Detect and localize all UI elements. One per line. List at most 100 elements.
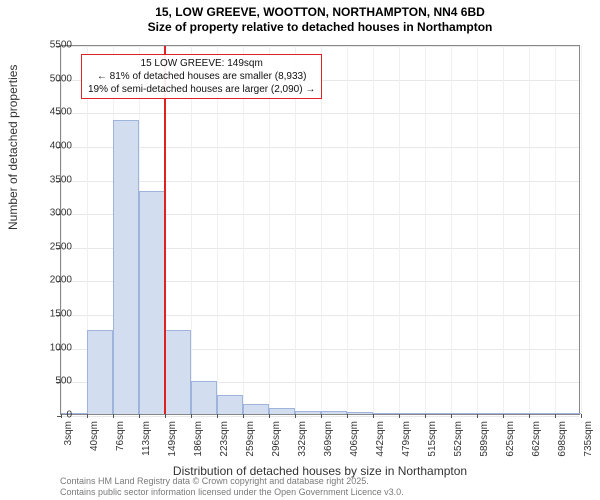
x-tick-label: 698sqm — [557, 421, 568, 457]
gridline-v — [477, 46, 478, 414]
footer-line-1: Contains HM Land Registry data © Crown c… — [60, 476, 404, 487]
histogram-bar — [87, 330, 113, 414]
histogram-bar — [217, 395, 243, 414]
y-tick-label: 0 — [32, 410, 72, 421]
x-tick-label: 40sqm — [89, 421, 100, 451]
histogram-bar — [139, 191, 165, 414]
gridline-v — [295, 46, 296, 414]
histogram-bar — [295, 411, 321, 414]
x-tick-label: 223sqm — [219, 421, 230, 457]
chart-title: 15, LOW GREEVE, WOOTTON, NORTHAMPTON, NN… — [60, 5, 580, 35]
x-tick-label: 589sqm — [479, 421, 490, 457]
x-tick-mark — [477, 414, 478, 418]
x-tick-mark — [217, 414, 218, 418]
annotation-line-1: ← 81% of detached houses are smaller (8,… — [88, 70, 315, 83]
histogram-bar — [321, 411, 347, 414]
x-tick-label: 735sqm — [583, 421, 594, 457]
y-tick-label: 1500 — [32, 309, 72, 320]
y-tick-label: 3500 — [32, 174, 72, 185]
x-tick-label: 625sqm — [505, 421, 516, 457]
histogram-bar — [165, 330, 191, 414]
y-tick-label: 5500 — [32, 40, 72, 51]
x-tick-mark — [191, 414, 192, 418]
histogram-bar — [477, 413, 503, 414]
x-tick-label: 3sqm — [63, 421, 74, 445]
x-tick-label: 479sqm — [401, 421, 412, 457]
title-line-1: 15, LOW GREEVE, WOOTTON, NORTHAMPTON, NN… — [60, 5, 580, 20]
x-tick-mark — [321, 414, 322, 418]
histogram-bar — [451, 413, 477, 414]
x-tick-mark — [139, 414, 140, 418]
y-tick-label: 1000 — [32, 342, 72, 353]
histogram-bar — [399, 413, 425, 414]
x-tick-label: 113sqm — [141, 421, 152, 456]
x-tick-label: 296sqm — [271, 421, 282, 457]
y-tick-label: 4500 — [32, 107, 72, 118]
histogram-bar — [425, 413, 451, 414]
x-tick-label: 259sqm — [245, 421, 256, 457]
x-tick-mark — [529, 414, 530, 418]
y-tick-label: 500 — [32, 376, 72, 387]
annotation-title: 15 LOW GREEVE: 149sqm — [88, 57, 315, 70]
gridline-v — [191, 46, 192, 414]
gridline-v — [555, 46, 556, 414]
histogram-bar — [555, 413, 581, 414]
gridline-v — [503, 46, 504, 414]
x-tick-mark — [555, 414, 556, 418]
x-tick-mark — [503, 414, 504, 418]
gridline-v — [61, 46, 62, 414]
x-tick-label: 186sqm — [193, 421, 204, 457]
x-tick-label: 662sqm — [531, 421, 542, 457]
x-tick-mark — [399, 414, 400, 418]
x-tick-mark — [269, 414, 270, 418]
plot-area: 15 LOW GREEVE: 149sqm← 81% of detached h… — [60, 45, 580, 415]
gridline-v — [399, 46, 400, 414]
x-tick-label: 369sqm — [323, 421, 334, 457]
histogram-bar — [503, 413, 529, 414]
gridline-v — [373, 46, 374, 414]
y-axis-label: Number of detached properties — [6, 65, 20, 230]
x-tick-label: 76sqm — [115, 421, 126, 451]
gridline-v — [243, 46, 244, 414]
x-tick-mark — [165, 414, 166, 418]
x-tick-mark — [373, 414, 374, 418]
footer-note: Contains HM Land Registry data © Crown c… — [60, 476, 404, 498]
x-tick-mark — [243, 414, 244, 418]
gridline-v — [529, 46, 530, 414]
subject-marker-line — [164, 46, 166, 414]
histogram-bar — [373, 413, 399, 414]
gridline-v — [321, 46, 322, 414]
x-tick-mark — [87, 414, 88, 418]
y-tick-label: 3000 — [32, 208, 72, 219]
histogram-bar — [191, 381, 217, 414]
x-tick-mark — [347, 414, 348, 418]
gridline-v — [451, 46, 452, 414]
x-tick-mark — [581, 414, 582, 418]
histogram-bar — [243, 404, 269, 414]
histogram-bar — [113, 120, 139, 414]
x-tick-mark — [425, 414, 426, 418]
x-tick-label: 515sqm — [427, 421, 438, 457]
gridline-v — [347, 46, 348, 414]
y-tick-label: 2500 — [32, 241, 72, 252]
footer-line-2: Contains public sector information licen… — [60, 487, 404, 498]
histogram-bar — [529, 413, 555, 414]
x-tick-label: 332sqm — [297, 421, 308, 457]
histogram-bar — [347, 412, 373, 414]
x-tick-label: 406sqm — [349, 421, 360, 457]
annotation-box: 15 LOW GREEVE: 149sqm← 81% of detached h… — [81, 54, 322, 99]
x-tick-label: 149sqm — [167, 421, 178, 457]
gridline-v — [425, 46, 426, 414]
annotation-line-2: 19% of semi-detached houses are larger (… — [88, 83, 315, 96]
gridline-v — [581, 46, 582, 414]
x-tick-mark — [295, 414, 296, 418]
gridline-v — [217, 46, 218, 414]
chart-container: 15 LOW GREEVE: 149sqm← 81% of detached h… — [60, 45, 580, 415]
histogram-bar — [269, 408, 295, 414]
title-line-2: Size of property relative to detached ho… — [60, 20, 580, 35]
y-tick-label: 5000 — [32, 73, 72, 84]
y-tick-label: 2000 — [32, 275, 72, 286]
gridline-v — [269, 46, 270, 414]
x-tick-mark — [113, 414, 114, 418]
x-tick-mark — [451, 414, 452, 418]
